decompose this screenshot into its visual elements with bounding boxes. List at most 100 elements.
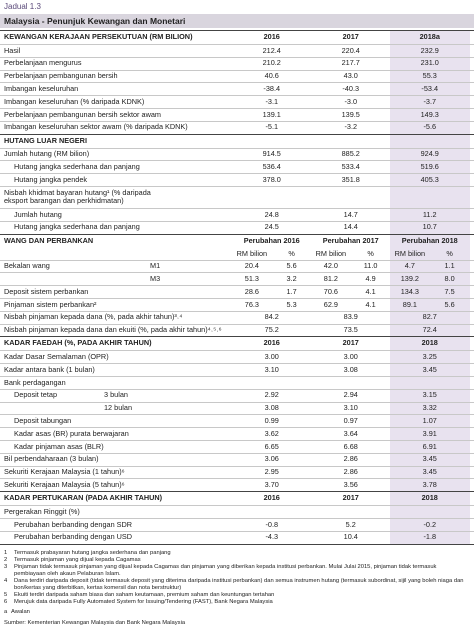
cell-value: 3.2	[286, 273, 297, 283]
column-header: 2017	[342, 32, 359, 41]
cell-value: 149.3	[420, 109, 439, 119]
row-label: Deposit tetap	[14, 390, 57, 400]
row-rule	[0, 298, 474, 299]
header-rule	[0, 505, 474, 507]
row-label: Sekuriti Kerajaan Malaysia (5 tahun)⁶	[4, 479, 125, 489]
footnote-marker: 2	[4, 556, 8, 563]
column-header: 2016	[263, 493, 280, 503]
row-rule	[0, 376, 474, 377]
section-header: KADAR FAEDAH (%, PADA AKHIR TAHUN)	[4, 338, 152, 348]
row-rule	[0, 518, 474, 519]
section-header: KEWANGAN KERAJAAN PERSEKUTUAN (RM BILION…	[4, 32, 193, 41]
cell-value: 43.0	[343, 71, 358, 81]
cell-value: 3.45	[422, 454, 437, 464]
footnote-marker: 6	[4, 598, 8, 605]
cell-value: -53.4	[421, 83, 439, 93]
header-rule	[0, 147, 474, 149]
row-rule	[0, 173, 474, 175]
column-subheader: RM bilion	[236, 248, 268, 258]
section-rule	[0, 336, 474, 338]
row-label: Bank perdagangan	[4, 377, 66, 387]
cell-value: 6.91	[422, 441, 437, 451]
cell-value: 5.3	[286, 299, 297, 309]
row-label: Deposit sistem perbankan	[4, 286, 89, 296]
cell-value: 232.9	[420, 45, 439, 55]
cell-value: -3.7	[423, 96, 437, 106]
column-header: 2017	[342, 493, 359, 503]
cell-value: 3.62	[264, 428, 279, 438]
column-subheader: %	[367, 248, 374, 258]
row-rule	[0, 310, 474, 312]
cell-value: 2.95	[264, 467, 279, 477]
footnote-text: Pinjaman tidak termasuk pinjaman yang di…	[14, 563, 437, 577]
column-header: 2018a	[419, 32, 440, 41]
footnote-text: Ekuiti terdiri daripada saham biasa dan …	[14, 591, 275, 598]
cell-value: 3.25	[422, 351, 437, 361]
row-rule	[0, 186, 474, 187]
cell-value: 405.3	[420, 174, 439, 184]
cell-value: 7.5	[444, 286, 455, 296]
row-label: Perubahan berbanding dengan USD	[14, 532, 133, 542]
row-rule	[0, 440, 474, 441]
cell-value: 3.64	[343, 428, 358, 438]
row-label: Imbangan keseluruhan sektor awam (% dari…	[4, 122, 188, 132]
row-label: Kadar Dasar Semalaman (OPR)	[4, 351, 109, 361]
table-number: Jadual 1.3	[4, 2, 41, 11]
row-label: Perubahan berbanding dengan SDR	[14, 519, 133, 529]
footnote-marker: 1	[4, 549, 8, 556]
cell-value: 72.4	[422, 325, 437, 335]
header-rule	[0, 259, 474, 261]
cell-value: 11.0	[363, 261, 378, 271]
cell-value: 51.3	[244, 273, 259, 283]
row-label: Kadar pinjaman asas (BLR)	[14, 441, 104, 451]
row-label: Hutang jangka sederhana dan panjang	[14, 222, 140, 232]
cell-value: 3.56	[343, 479, 358, 489]
footnote-text: Termasuk prabayaran hutang jangka sederh…	[14, 549, 171, 556]
cell-value: 89.1	[402, 299, 417, 309]
cell-value: 28.6	[244, 286, 259, 296]
cell-value: 6.65	[264, 441, 279, 451]
cell-value: -3.2	[344, 122, 358, 132]
row-label: Perbelanjaan pembangunan bersih sektor a…	[4, 109, 161, 119]
cell-value: 4.1	[365, 286, 376, 296]
section-rule	[0, 133, 474, 135]
cell-value: 2.94	[343, 390, 358, 400]
footnote-text: Merujuk data daripada Fully Automated Sy…	[14, 598, 273, 605]
cell-value: 75.2	[264, 325, 279, 335]
cell-value: 40.6	[264, 71, 279, 81]
column-subheader: RM bilion	[394, 248, 426, 258]
cell-value: 210.2	[262, 58, 281, 68]
row-label: Hasil	[4, 45, 21, 55]
row-label: Pinjaman sistem perbankan²	[4, 299, 97, 309]
cell-value: 76.3	[244, 299, 259, 309]
cell-value: 3.10	[264, 364, 279, 374]
row-rule	[0, 160, 474, 162]
row-label: Nisbah pinjaman kepada dana dan ekuiti (…	[4, 325, 222, 335]
cell-value: 3.45	[422, 467, 437, 477]
cell-value: 220.4	[341, 45, 360, 55]
section-rule	[0, 233, 474, 235]
cell-value: 139.5	[341, 109, 360, 119]
footnote-marker: 3	[4, 563, 8, 570]
row-label: Nisbah pinjaman kepada dana (%, pada akh…	[4, 312, 183, 322]
column-subheader: %	[446, 248, 453, 258]
column-header: 2017	[342, 338, 359, 348]
cell-value: -38.4	[263, 83, 281, 93]
cell-value: 3.00	[343, 351, 358, 361]
cell-value: 4.7	[404, 261, 415, 271]
cell-value: -5.6	[423, 122, 437, 132]
row-label: Nisbah khidmat bayaran hutang¹ (% daripa…	[4, 187, 151, 206]
column-subheader: RM bilion	[315, 248, 347, 258]
section-header: HUTANG LUAR NEGERI	[4, 135, 87, 145]
footnote-marker: 5	[4, 591, 8, 598]
cell-value: 70.6	[323, 286, 338, 296]
cell-value: 81.2	[323, 273, 338, 283]
row-label: Jumlah hutang	[14, 209, 62, 219]
cell-value: 20.4	[244, 261, 259, 271]
cell-value: 62.9	[323, 299, 338, 309]
cell-value: 3.00	[264, 351, 279, 361]
cell-value: -0.2	[423, 519, 437, 529]
table-title: Malaysia - Penunjuk Kewangan dan Monetar…	[0, 14, 474, 28]
cell-value: 3.78	[422, 479, 437, 489]
